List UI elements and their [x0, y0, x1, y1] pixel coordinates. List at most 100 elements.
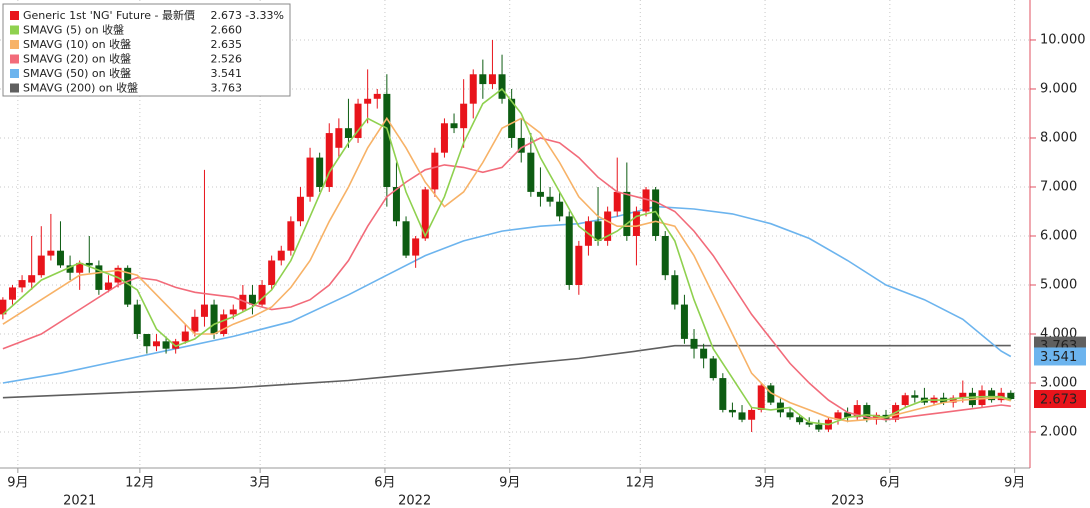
candle-body [594, 221, 602, 241]
candle-body [719, 378, 727, 410]
candle-body [104, 282, 112, 290]
candle-body [623, 191, 631, 236]
y-tick-label: 9.000 [1040, 81, 1077, 96]
candle-body [901, 395, 909, 406]
candle-body [287, 221, 295, 251]
candle-body [728, 409, 736, 413]
candle-body [248, 294, 256, 305]
candle-body [757, 385, 765, 410]
candle-body [229, 309, 237, 315]
candle-body [143, 333, 151, 347]
legend-label: Generic 1st 'NG' Future - 最新價 [23, 8, 195, 22]
legend-label: SMAVG (20) on 收盤 [23, 52, 131, 66]
candle-body [200, 304, 208, 317]
candle-body [344, 128, 352, 138]
price-tag-label: 3.541 [1040, 350, 1077, 365]
candle-body [239, 294, 247, 310]
candle-body [421, 189, 429, 239]
candle-body [114, 267, 122, 283]
candle-body [66, 265, 74, 273]
candle-body [690, 338, 698, 349]
legend-value: 2.526 [211, 53, 243, 66]
y-tick-label: 7.000 [1040, 179, 1077, 194]
candle-body [335, 128, 343, 148]
candle-body [786, 412, 794, 418]
candle-body [536, 191, 544, 197]
candle-body [47, 250, 55, 256]
legend-swatch [10, 25, 19, 35]
candle-body [565, 216, 573, 285]
price-tag [1034, 390, 1086, 409]
x-tick-label: 6月 [879, 476, 900, 491]
candle-body [306, 157, 314, 197]
x-tick-label: 6月 [374, 476, 395, 491]
candle-body [133, 304, 141, 334]
moving-average-line [2, 344, 1011, 399]
candle-body [0, 299, 7, 315]
price-tag [1034, 347, 1086, 366]
candle-body [709, 358, 717, 379]
moving-average-line [2, 205, 1012, 384]
legend-value: 2.673 [211, 9, 243, 22]
candle-body [402, 221, 410, 256]
candle-body [95, 265, 103, 290]
candle-body [431, 152, 439, 190]
y-tick-label: 5.000 [1040, 277, 1077, 292]
candle-body [56, 250, 64, 266]
x-tick-label: 9月 [499, 476, 520, 491]
moving-average-line [2, 87, 1012, 426]
candle-body [220, 314, 228, 334]
candle-body [37, 255, 45, 276]
x-year-label: 2021 [63, 494, 96, 508]
candle-body [988, 390, 996, 401]
candle-body [556, 201, 564, 217]
candle-body [460, 103, 468, 129]
y-tick-label: 6.000 [1040, 228, 1077, 243]
candle-body [508, 98, 516, 138]
candle-body [85, 262, 93, 266]
candle-body [613, 191, 621, 212]
candle-body [959, 392, 967, 398]
candle-body [546, 196, 554, 202]
candle-body [671, 275, 679, 305]
candle-body [8, 287, 16, 300]
candle-body [210, 304, 218, 334]
legend-swatch [10, 11, 19, 20]
candle-body [191, 316, 199, 332]
candle-body [258, 284, 266, 305]
legend-value: 3.763 [211, 82, 243, 95]
legend-value: 3.541 [211, 67, 243, 80]
legend-value: 2.635 [211, 38, 243, 51]
candle-body [181, 331, 189, 342]
candle-body [18, 280, 26, 288]
legend-value: 2.660 [211, 24, 243, 37]
candle-body [354, 103, 362, 138]
candle-body [277, 250, 285, 261]
x-tick-label: 12月 [625, 476, 655, 491]
candle-body [527, 152, 535, 192]
candle-body [978, 390, 986, 406]
x-tick-label: 9月 [1004, 476, 1025, 491]
candle-body [28, 275, 36, 283]
y-tick-label: 2.000 [1040, 424, 1077, 439]
candle-body [296, 196, 304, 222]
candle-body [805, 422, 813, 425]
legend-change: -3.33% [245, 9, 284, 22]
candle-body [268, 260, 276, 285]
candle-body [440, 123, 448, 153]
legend-swatch [10, 83, 19, 93]
candle-body [853, 405, 861, 418]
price-tag-label: 2.673 [1040, 393, 1077, 408]
y-tick-label: 3.000 [1040, 375, 1077, 390]
candle-body [748, 409, 756, 420]
candle-body [162, 341, 170, 349]
legend-label: SMAVG (5) on 收盤 [23, 23, 124, 37]
candle-body [488, 74, 496, 85]
legend-box [2, 3, 291, 97]
legend-swatch [10, 54, 19, 64]
candle-body [911, 395, 919, 398]
candle-body [517, 137, 525, 153]
candle-body [450, 123, 458, 129]
candle-body [469, 74, 477, 104]
